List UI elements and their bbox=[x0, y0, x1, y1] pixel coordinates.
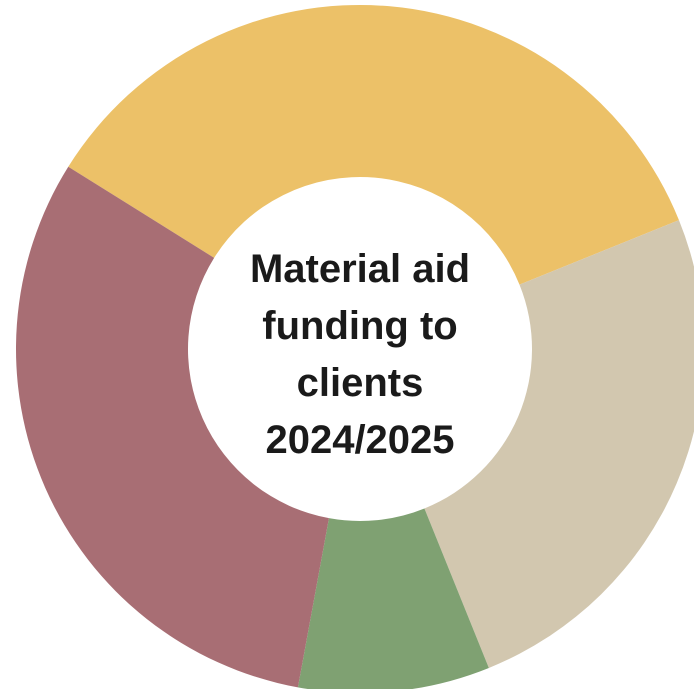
chart-title-line-1: Material aid bbox=[249, 247, 471, 291]
donut-slice-1 bbox=[68, 5, 679, 285]
donut-slices bbox=[15, 5, 694, 689]
chart-title-line-3: clients bbox=[296, 361, 424, 405]
chart-title-line-4: 2024/2025 bbox=[265, 418, 455, 462]
donut-slice-3 bbox=[297, 508, 489, 689]
chart-title-line-2: funding to bbox=[262, 304, 458, 348]
donut-slice-4 bbox=[15, 166, 329, 688]
donut-slice-2 bbox=[424, 220, 694, 668]
chart-title: Material aid funding to clients 2024/202… bbox=[205, 235, 515, 475]
